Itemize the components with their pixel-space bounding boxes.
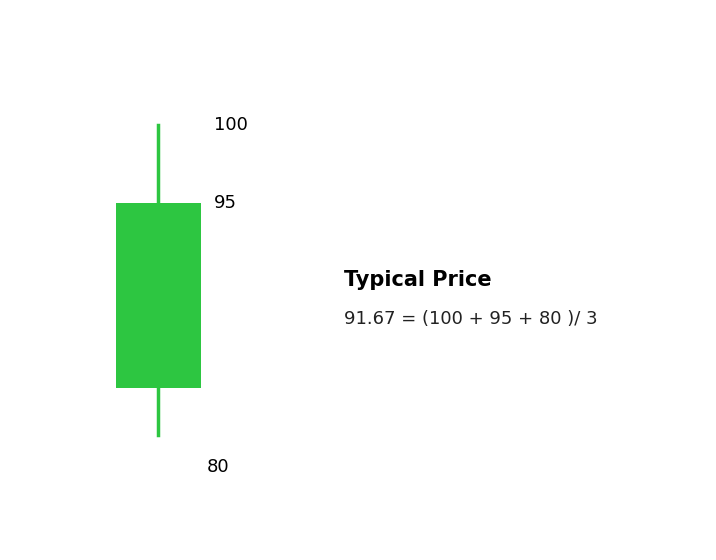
FancyBboxPatch shape [115,203,201,388]
Text: 91.67 = (100 + 95 + 80 )/ 3: 91.67 = (100 + 95 + 80 )/ 3 [344,310,597,328]
Text: 80: 80 [207,458,229,476]
Text: 95: 95 [214,194,237,212]
Text: 100: 100 [214,116,248,134]
Text: Typical Price: Typical Price [344,270,491,290]
